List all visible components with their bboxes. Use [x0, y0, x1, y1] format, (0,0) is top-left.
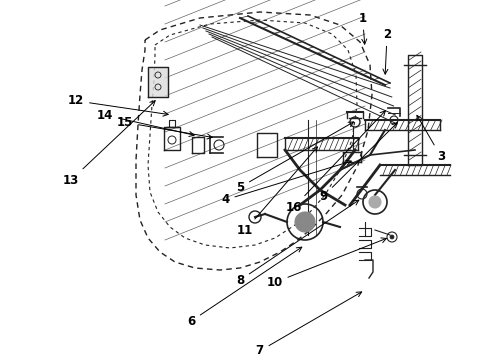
Text: 6: 6 [187, 247, 302, 328]
Text: 16: 16 [286, 111, 385, 213]
Text: 10: 10 [266, 238, 387, 289]
Circle shape [295, 212, 315, 232]
Text: 2: 2 [383, 28, 391, 74]
Text: 15: 15 [117, 116, 212, 139]
Text: 9: 9 [319, 123, 397, 203]
Text: 11: 11 [237, 147, 318, 237]
Text: 8: 8 [236, 200, 359, 287]
Text: 4: 4 [221, 160, 351, 206]
Circle shape [390, 235, 394, 239]
Text: 12: 12 [68, 94, 168, 116]
Text: 1: 1 [359, 12, 367, 44]
Text: 14: 14 [97, 109, 194, 136]
Text: 3: 3 [417, 115, 445, 163]
Circle shape [369, 196, 381, 208]
Text: 7: 7 [256, 292, 362, 357]
Polygon shape [148, 67, 168, 97]
Text: 13: 13 [63, 101, 155, 186]
Text: 5: 5 [236, 122, 354, 194]
